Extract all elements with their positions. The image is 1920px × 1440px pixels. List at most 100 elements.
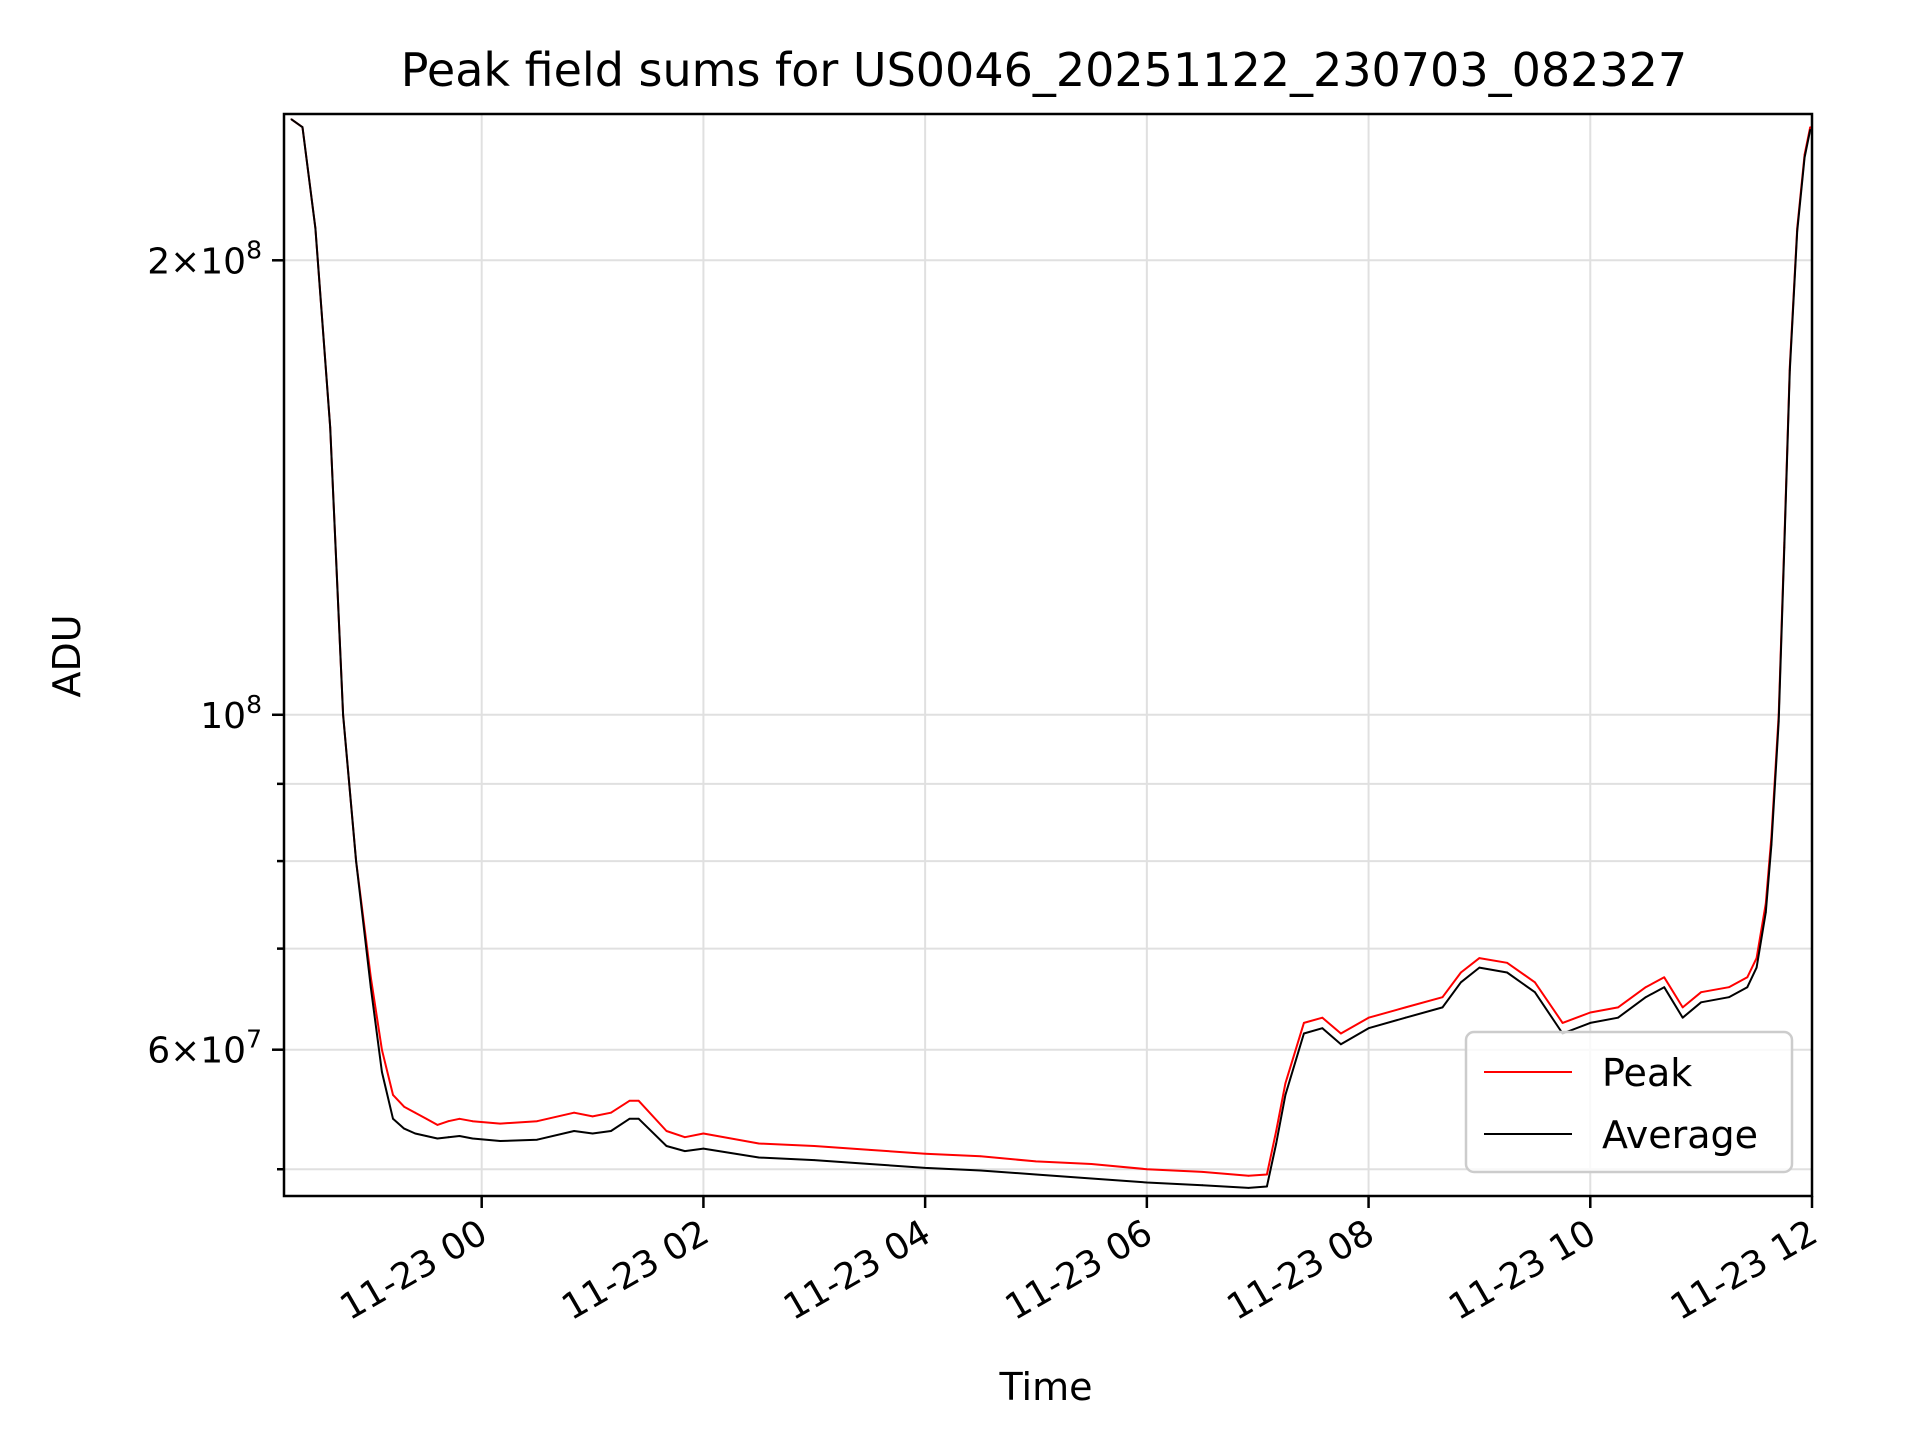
data-point-average <box>447 1136 450 1139</box>
data-point-peak <box>1644 986 1647 989</box>
data-point-average <box>1644 996 1647 999</box>
data-point-average <box>414 1132 417 1135</box>
data-point-average <box>403 1127 405 1130</box>
data-point-average <box>665 1145 668 1147</box>
legend: Peak Average <box>1464 1030 1794 1174</box>
data-point-average <box>1788 369 1791 372</box>
data-point-peak <box>1275 1130 1278 1132</box>
data-point-peak <box>1506 961 1508 964</box>
data-point-peak <box>536 1120 538 1123</box>
data-point-average <box>536 1138 538 1141</box>
data-point-average <box>1589 1022 1592 1024</box>
legend-label-average: Average <box>1602 1113 1758 1157</box>
data-point-average <box>1617 1016 1619 1019</box>
x-axis-label: Time <box>999 1365 1093 1409</box>
data-point-average <box>1340 1043 1342 1046</box>
data-point-average <box>355 860 357 862</box>
data-point-average <box>499 1140 502 1142</box>
data-point-average <box>1803 156 1806 159</box>
data-point-peak <box>414 1111 417 1114</box>
y-axis-label: ADU <box>45 614 89 697</box>
data-point-average <box>1201 1184 1204 1187</box>
data-point-average <box>1796 230 1799 233</box>
data-point-average <box>1534 991 1536 994</box>
data-point-average <box>1681 1016 1684 1019</box>
data-point-average <box>868 1163 871 1165</box>
data-point-peak <box>702 1132 705 1135</box>
data-point-peak <box>1090 1163 1093 1165</box>
data-point-peak <box>1534 981 1536 984</box>
data-point-peak <box>1035 1160 1037 1163</box>
data-point-peak <box>628 1099 631 1102</box>
data-point-average <box>1275 1142 1278 1145</box>
data-point-peak <box>1404 1006 1407 1009</box>
data-point-average <box>1266 1185 1268 1188</box>
data-point-peak <box>1663 976 1666 979</box>
data-point-average <box>684 1150 686 1152</box>
data-point-peak <box>1145 1168 1148 1171</box>
data-point-average <box>1441 1006 1444 1009</box>
data-point-peak <box>1340 1032 1342 1035</box>
data-point-peak <box>979 1155 982 1158</box>
data-point-peak <box>1746 976 1749 979</box>
data-point-average <box>1783 546 1786 549</box>
data-point-peak <box>1266 1173 1268 1176</box>
data-point-peak <box>1460 971 1462 974</box>
data-point-average <box>1478 966 1481 969</box>
series-lines <box>290 118 1812 1189</box>
data-point-average <box>702 1147 705 1150</box>
data-point-average <box>1460 981 1462 984</box>
data-point-average <box>757 1156 760 1159</box>
data-point-peak <box>1681 1006 1684 1009</box>
data-point-peak <box>1617 1006 1619 1009</box>
data-point-peak <box>1303 1022 1305 1024</box>
data-point-average <box>1090 1177 1093 1180</box>
data-point-average <box>329 426 332 429</box>
data-point-peak <box>1247 1174 1250 1177</box>
data-point-average <box>1809 129 1812 131</box>
data-point-average <box>1663 986 1666 989</box>
data-point-average <box>813 1159 816 1161</box>
data-point-average <box>392 1117 394 1120</box>
data-point-peak <box>610 1111 612 1114</box>
data-point-peak <box>868 1149 871 1151</box>
data-point-peak <box>813 1145 816 1147</box>
data-point-average <box>1367 1027 1370 1030</box>
data-point-average <box>301 126 304 129</box>
data-point-average <box>637 1117 640 1120</box>
data-point-peak <box>1700 991 1702 994</box>
series-average <box>290 118 1812 1189</box>
data-point-peak <box>591 1115 594 1118</box>
data-point-peak <box>1809 126 1812 129</box>
data-point-average <box>471 1137 474 1140</box>
data-point-peak <box>392 1094 394 1096</box>
data-point-average <box>1777 720 1780 723</box>
data-point-peak <box>1728 986 1730 989</box>
data-point-peak <box>1589 1011 1592 1014</box>
data-point-peak <box>924 1152 926 1155</box>
data-point-average <box>1303 1032 1305 1035</box>
data-point-average <box>458 1135 461 1137</box>
data-point-average <box>381 1071 383 1073</box>
y-tick-label: 6×107 <box>147 1025 262 1072</box>
data-point-peak <box>1367 1016 1370 1019</box>
data-point-average <box>290 118 293 121</box>
data-point-average <box>924 1167 926 1169</box>
data-point-average <box>314 227 317 230</box>
chart-title: Peak field sums for US0046_20251122_2307… <box>401 43 1687 97</box>
data-point-average <box>1746 986 1749 989</box>
data-point-average <box>1035 1173 1037 1176</box>
data-point-peak <box>757 1142 760 1145</box>
data-point-average <box>1764 911 1767 914</box>
data-point-average <box>1755 966 1758 969</box>
data-point-peak <box>1561 1022 1564 1024</box>
data-point-average <box>1284 1094 1287 1096</box>
data-point-peak <box>425 1117 428 1120</box>
data-point-average <box>1506 971 1508 974</box>
data-point-peak <box>1321 1016 1324 1019</box>
data-point-peak <box>471 1120 474 1123</box>
data-point-peak <box>381 1048 383 1051</box>
data-point-average <box>628 1117 631 1120</box>
